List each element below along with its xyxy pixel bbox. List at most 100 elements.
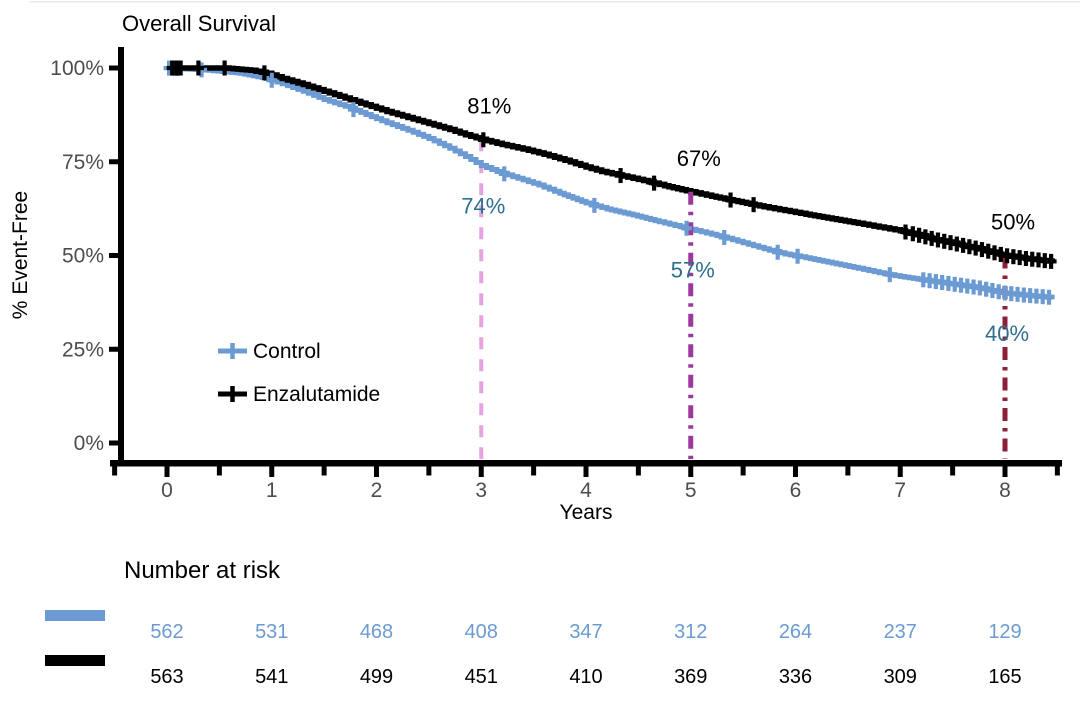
censor-mark-enzalutamide — [175, 60, 187, 76]
risk-count: 309 — [884, 666, 917, 688]
censor-mark-enzalutamide — [1045, 253, 1057, 269]
risk-count: 347 — [569, 621, 602, 643]
x-tick-label: 2 — [371, 479, 383, 502]
y-tick-label: 25% — [62, 338, 104, 361]
x-tick-label: 1 — [266, 479, 278, 502]
censor-mark-control — [792, 248, 804, 264]
y-tick — [109, 253, 118, 258]
annotation-enzalutamide-year-8: 50% — [991, 210, 1035, 235]
risk-count: 264 — [779, 621, 812, 643]
legend: Control Enzalutamide — [218, 340, 380, 406]
censor-mark-enzalutamide — [648, 175, 660, 191]
censor-mark-control — [266, 72, 278, 88]
risk-row-enzalutamide: 563 541 499 451 410 369 336 309 165 — [45, 655, 1022, 688]
x-minor-tick — [321, 466, 327, 476]
censor-mark-control — [884, 267, 896, 283]
risk-count: 312 — [674, 621, 707, 643]
risk-count: 468 — [360, 621, 393, 643]
annotation-enzalutamide-year-5: 67% — [677, 146, 721, 171]
x-minor-tick — [635, 466, 641, 476]
x-tick-label: 4 — [580, 479, 592, 502]
censor-mark-control — [772, 244, 784, 260]
risk-row-swatch — [45, 655, 105, 666]
censor-mark-enzalutamide — [258, 65, 270, 81]
legend-label-enzalutamide: Enzalutamide — [253, 383, 380, 406]
y-tick — [109, 346, 118, 352]
y-tick-label: 100% — [50, 57, 104, 80]
risk-count: 562 — [150, 621, 183, 643]
x-tick-label: 3 — [475, 479, 487, 502]
x-major-tick — [897, 466, 903, 477]
y-tick-label: 0% — [74, 432, 104, 455]
risk-count: 451 — [465, 666, 498, 688]
censor-mark-control — [347, 102, 359, 118]
risk-table-rows: 562 531 468 408 347 312 264 237 129 563 541 499 451 4… — [45, 610, 1022, 688]
x-major-tick — [374, 466, 379, 477]
chart-title: Overall Survival — [122, 11, 276, 36]
x-major-tick — [269, 466, 275, 477]
risk-count: 531 — [255, 621, 288, 643]
censor-mark-enzalutamide — [192, 60, 204, 76]
risk-count: 563 — [150, 666, 183, 688]
risk-count: 129 — [988, 621, 1021, 643]
risk-count: 541 — [255, 666, 288, 688]
x-tick-label: 8 — [999, 479, 1011, 502]
x-minor-tick — [531, 466, 537, 476]
x-tick-label: 6 — [790, 479, 802, 502]
x-minor-tick — [112, 466, 118, 476]
x-axis-title: Years — [560, 501, 613, 524]
censor-marks — [163, 60, 1057, 305]
annotation-control-year-3: 74% — [461, 194, 505, 219]
x-minor-tick — [950, 466, 956, 476]
risk-table: Number at risk 562 531 468 408 347 312 264 237 1… — [45, 557, 1022, 688]
risk-count: 369 — [674, 666, 707, 688]
y-tick-label: 75% — [62, 151, 104, 174]
x-minor-tick — [426, 466, 432, 476]
x-major-tick — [478, 466, 484, 477]
x-tick-label: 7 — [894, 479, 906, 502]
legend-marker-enzalutamide — [218, 386, 247, 402]
annotation-control-year-5: 57% — [671, 257, 715, 282]
x-major-tick — [793, 466, 798, 477]
annotation-control-year-8: 40% — [985, 321, 1029, 346]
curve-control — [167, 65, 1055, 300]
y-axis-line — [118, 47, 124, 466]
legend-marker-control — [218, 343, 247, 359]
censor-mark-enzalutamide — [615, 168, 627, 184]
censor-mark-control — [718, 229, 730, 245]
x-axis-line — [110, 460, 1062, 467]
survival-annotations: 74% 57% 40% 81% 67% 50% — [461, 93, 1035, 346]
risk-count: 499 — [360, 666, 393, 688]
risk-row-swatch — [45, 610, 105, 621]
risk-count: 408 — [465, 621, 498, 643]
risk-table-title: Number at risk — [124, 557, 281, 584]
x-major-tick — [164, 466, 170, 477]
censor-mark-control — [681, 220, 693, 236]
censor-mark-control — [498, 166, 510, 182]
x-tick-label: 5 — [685, 479, 697, 502]
y-tick — [109, 159, 118, 165]
censor-mark-enzalutamide — [219, 60, 231, 76]
reference-lines-front — [688, 191, 1008, 459]
censor-mark-enzalutamide — [748, 197, 760, 213]
x-minor-tick — [845, 466, 851, 476]
y-axis-title: % Event-Free — [9, 191, 32, 319]
annotation-enzalutamide-year-3: 81% — [467, 93, 511, 118]
risk-count: 237 — [884, 621, 917, 643]
survival-curves — [167, 65, 1055, 300]
x-minor-tick — [216, 466, 222, 476]
censor-mark-enzalutamide — [477, 132, 489, 148]
risk-count: 336 — [779, 666, 812, 688]
x-tick-label: 0 — [161, 479, 173, 502]
axes: 0 1 2 3 4 5 6 7 8 0% 25% 50% 75% 100% — [50, 47, 1062, 502]
y-tick — [109, 440, 118, 446]
x-major-tick — [583, 466, 589, 477]
censor-mark-control — [588, 197, 600, 213]
y-tick — [109, 65, 118, 71]
x-minor-tick — [1054, 466, 1060, 476]
figure-top-border — [30, 1, 1080, 3]
risk-count: 410 — [569, 666, 602, 688]
risk-count: 165 — [988, 666, 1021, 688]
censor-mark-enzalutamide — [725, 192, 737, 208]
y-tick-label: 50% — [62, 245, 104, 268]
